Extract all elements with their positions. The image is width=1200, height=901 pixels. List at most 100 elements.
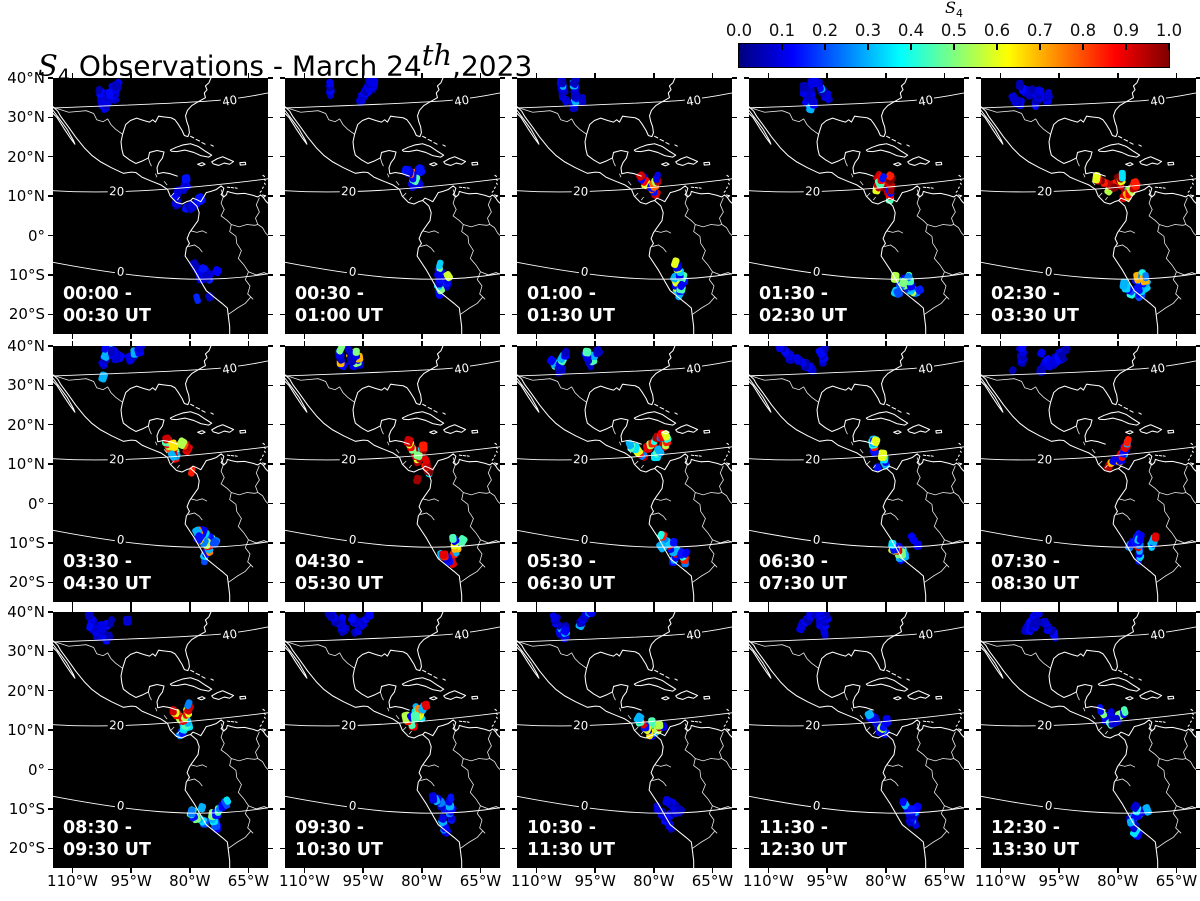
time-label: 12:30 -13:30 UT [991, 817, 1079, 863]
tick-mark [767, 868, 770, 873]
tick-mark [976, 195, 981, 197]
s4-point-peru [899, 277, 908, 288]
panel-12: 09:30 -10:30 UT [285, 612, 500, 868]
tick-mark [500, 195, 505, 197]
map-svg [53, 78, 268, 334]
tick-mark [362, 73, 364, 78]
map-svg [517, 78, 732, 334]
tick-mark [189, 607, 191, 612]
s4-point-southern-us [1031, 617, 1042, 629]
tick-mark [247, 607, 250, 612]
tick-mark [732, 156, 737, 158]
tick-mark [653, 607, 655, 612]
tick-mark [268, 808, 273, 810]
tick-mark [268, 581, 273, 583]
s4-point-peru [428, 792, 438, 804]
lat-tick-label: 0° [27, 226, 45, 245]
tick-mark [1196, 581, 1200, 583]
tick-mark [732, 502, 737, 505]
time-label-line1: 02:30 - [991, 283, 1061, 304]
s4-point-southern-us [98, 371, 108, 383]
tick-mark [280, 384, 285, 387]
tick-mark [500, 313, 505, 315]
panel-9: 06:30 -07:30 UT [749, 346, 964, 602]
tick-mark [48, 116, 53, 119]
tick-mark [885, 73, 887, 78]
tick-mark [303, 334, 306, 339]
colorbar-tick [996, 44, 998, 50]
tick-mark [1058, 602, 1060, 607]
time-label-line2: 12:30 UT [759, 840, 847, 861]
tick-mark [1175, 602, 1178, 607]
tick-mark [744, 463, 749, 465]
tick-mark [48, 611, 53, 613]
tick-mark [280, 847, 285, 849]
tick-mark [999, 334, 1002, 339]
tick-mark [512, 424, 517, 426]
tick-mark [744, 195, 749, 197]
tick-mark [732, 313, 737, 315]
tick-mark [479, 868, 482, 873]
tick-mark [744, 384, 749, 387]
s4-point-central-america [421, 700, 431, 711]
tick-mark [130, 602, 132, 607]
tick-mark [48, 384, 53, 387]
tick-mark [362, 607, 364, 612]
lat-tick-label: 10°N [7, 187, 45, 206]
tick-mark [711, 73, 714, 78]
lat-tick-label: 10°S [8, 265, 45, 284]
time-label-line2: 11:30 UT [527, 840, 615, 861]
tick-mark [71, 868, 74, 873]
tick-mark [999, 602, 1002, 607]
tick-mark [1196, 313, 1200, 315]
lon-tick-label: 65°W [227, 872, 270, 890]
panel-11: 08:30 -09:30 UT [53, 612, 268, 868]
tick-mark [268, 424, 273, 426]
tick-mark [189, 868, 191, 873]
s4-scatter [1008, 346, 1160, 565]
tick-mark [280, 502, 285, 505]
tick-mark [732, 116, 737, 119]
tick-mark [48, 542, 53, 544]
s4-point-central-america [653, 171, 661, 184]
time-label-line2: 01:30 UT [527, 306, 615, 327]
map-svg [285, 78, 500, 334]
tick-mark [1196, 384, 1200, 387]
time-label-line1: 11:30 - [759, 817, 829, 838]
time-label: 00:00 -00:30 UT [63, 283, 151, 329]
tick-mark [500, 502, 505, 505]
tick-mark [885, 607, 887, 612]
tick-mark [421, 607, 423, 612]
s4-point-central-america [168, 439, 179, 452]
colorbar-title: S4 [945, 0, 963, 21]
s4-point-southern-us [816, 612, 825, 618]
map-svg [981, 612, 1196, 868]
tick-mark [1196, 729, 1200, 731]
tick-mark [500, 274, 505, 276]
tick-mark [268, 463, 273, 465]
tick-mark [1196, 542, 1200, 544]
tick-mark [268, 313, 273, 315]
s4-point-southern-us [1037, 348, 1046, 358]
s4-scatter [84, 612, 232, 833]
map-svg [285, 612, 500, 868]
lat-tick-label: 20°S [8, 573, 45, 592]
time-label: 00:30 -01:00 UT [295, 283, 383, 329]
tick-mark [732, 195, 737, 197]
time-label: 08:30 -09:30 UT [63, 817, 151, 863]
panel-6: 03:30 -04:30 UT [53, 346, 268, 602]
tick-mark [189, 602, 191, 607]
tick-mark [71, 602, 74, 607]
lat-tick-label: 0° [27, 760, 45, 779]
tick-mark [280, 116, 285, 119]
s4-point-central-america [413, 474, 422, 485]
tick-mark [1196, 463, 1200, 465]
tick-mark [500, 234, 505, 237]
time-label-line2: 07:30 UT [759, 574, 847, 595]
lon-tick-label: 110°W [511, 872, 563, 890]
tick-mark [744, 542, 749, 544]
time-label-line1: 12:30 - [991, 817, 1061, 838]
time-label: 06:30 -07:30 UT [759, 551, 847, 597]
time-label-line2: 02:30 UT [759, 306, 847, 327]
s4-point-southern-us [588, 612, 596, 618]
